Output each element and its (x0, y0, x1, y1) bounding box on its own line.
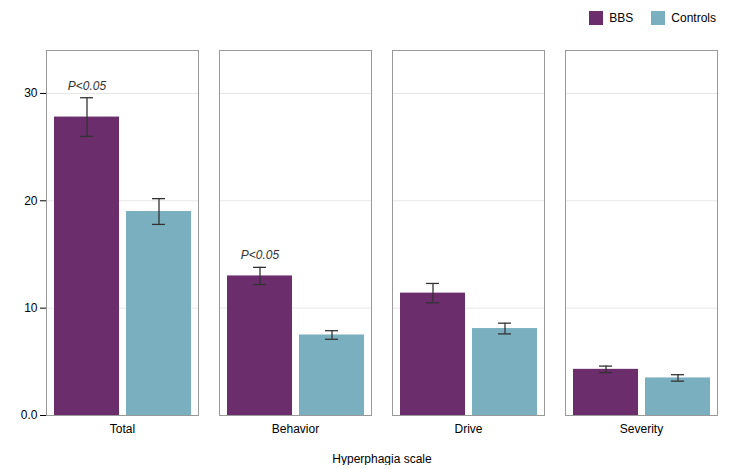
svg-text:Behavior: Behavior (272, 422, 319, 436)
html-text:BBS: BBS (609, 11, 634, 25)
svg-text:P<0.05: P<0.05 (241, 248, 280, 262)
svg-text:0.0: 0.0 (21, 408, 38, 422)
svg-text:P<0.05: P<0.05 (68, 79, 107, 93)
html-text:Controls: Controls (671, 11, 716, 25)
svg-text:20: 20 (24, 194, 38, 208)
svg-text:Severity: Severity (620, 422, 663, 436)
svg-text:10: 10 (24, 301, 38, 315)
svg-text:Hyperphagia scale: Hyperphagia scale (332, 452, 432, 466)
svg-text:Drive: Drive (454, 422, 482, 436)
svg-text:Total: Total (110, 422, 135, 436)
svg-text:30: 30 (24, 86, 38, 100)
